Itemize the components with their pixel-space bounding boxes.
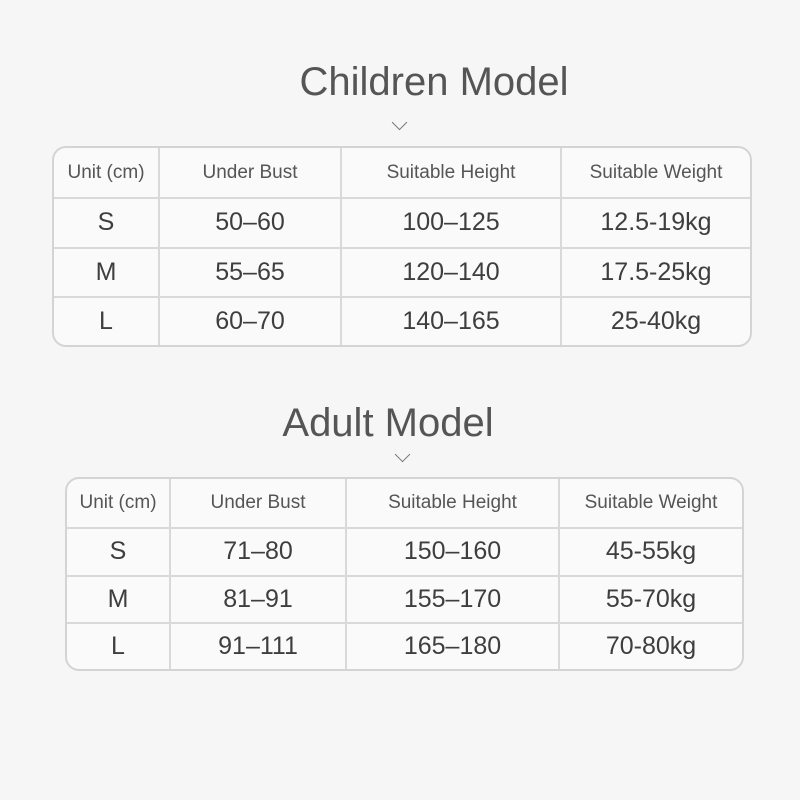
header-unit: Unit (cm) (54, 148, 160, 199)
size-label: M (54, 248, 160, 299)
under-bust-value: 50–60 (160, 199, 342, 249)
header-under-bust: Under Bust (171, 479, 347, 529)
header-suitable-height: Suitable Height (342, 148, 562, 199)
chevron-down-icon (391, 114, 408, 131)
under-bust-value: 55–65 (160, 248, 342, 299)
children-model-title: Children Model (299, 60, 569, 104)
height-value: 140–165 (342, 298, 562, 345)
table-header-row: Unit (cm) Under Bust Suitable Height Sui… (67, 479, 742, 529)
size-label: S (54, 199, 160, 249)
weight-value: 45-55kg (560, 529, 742, 577)
height-value: 165–180 (347, 624, 560, 669)
adult-model-title: Adult Model (282, 401, 494, 445)
table-row: S 50–60 100–125 12.5-19kg (54, 199, 750, 249)
header-suitable-weight: Suitable Weight (560, 479, 742, 529)
height-value: 150–160 (347, 529, 560, 577)
size-label: S (67, 529, 171, 577)
table-row: M 81–91 155–170 55-70kg (67, 576, 742, 625)
table-row: L 60–70 140–165 25-40kg (54, 298, 750, 345)
weight-value: 70-80kg (605, 632, 697, 661)
size-label: M (67, 576, 171, 625)
header-suitable-weight: Suitable Weight (562, 148, 750, 199)
under-bust-value: 71–80 (171, 529, 347, 577)
under-bust-value: 91–111 (171, 624, 347, 669)
height-value: 155–170 (347, 576, 560, 625)
adult-size-table: Unit (cm) Under Bust Suitable Height Sui… (65, 477, 744, 671)
header-unit: Unit (cm) (67, 479, 171, 529)
table-row: M 55–65 120–140 17.5-25kg (54, 248, 750, 299)
height-value: 100–125 (342, 199, 562, 249)
header-under-bust: Under Bust (160, 148, 342, 199)
table-row: S 71–80 150–160 45-55kg (67, 529, 742, 577)
under-bust-value: 60–70 (160, 298, 342, 345)
table-header-row: Unit (cm) Under Bust Suitable Height Sui… (54, 148, 750, 199)
weight-value: 17.5-25kg (562, 249, 750, 299)
size-label: L (54, 298, 160, 345)
table-row: L 91–111 165–180 70-80kg (67, 624, 742, 669)
header-suitable-height: Suitable Height (347, 479, 560, 529)
weight-value: 25-40kg (610, 307, 702, 336)
under-bust-value: 81–91 (171, 576, 347, 625)
size-label: L (67, 624, 171, 669)
chevron-down-icon (394, 446, 411, 463)
weight-value: 12.5-19kg (562, 199, 750, 249)
weight-value: 55-70kg (560, 577, 742, 625)
children-size-table: Unit (cm) Under Bust Suitable Height Sui… (52, 146, 752, 347)
height-value: 120–140 (342, 248, 562, 299)
